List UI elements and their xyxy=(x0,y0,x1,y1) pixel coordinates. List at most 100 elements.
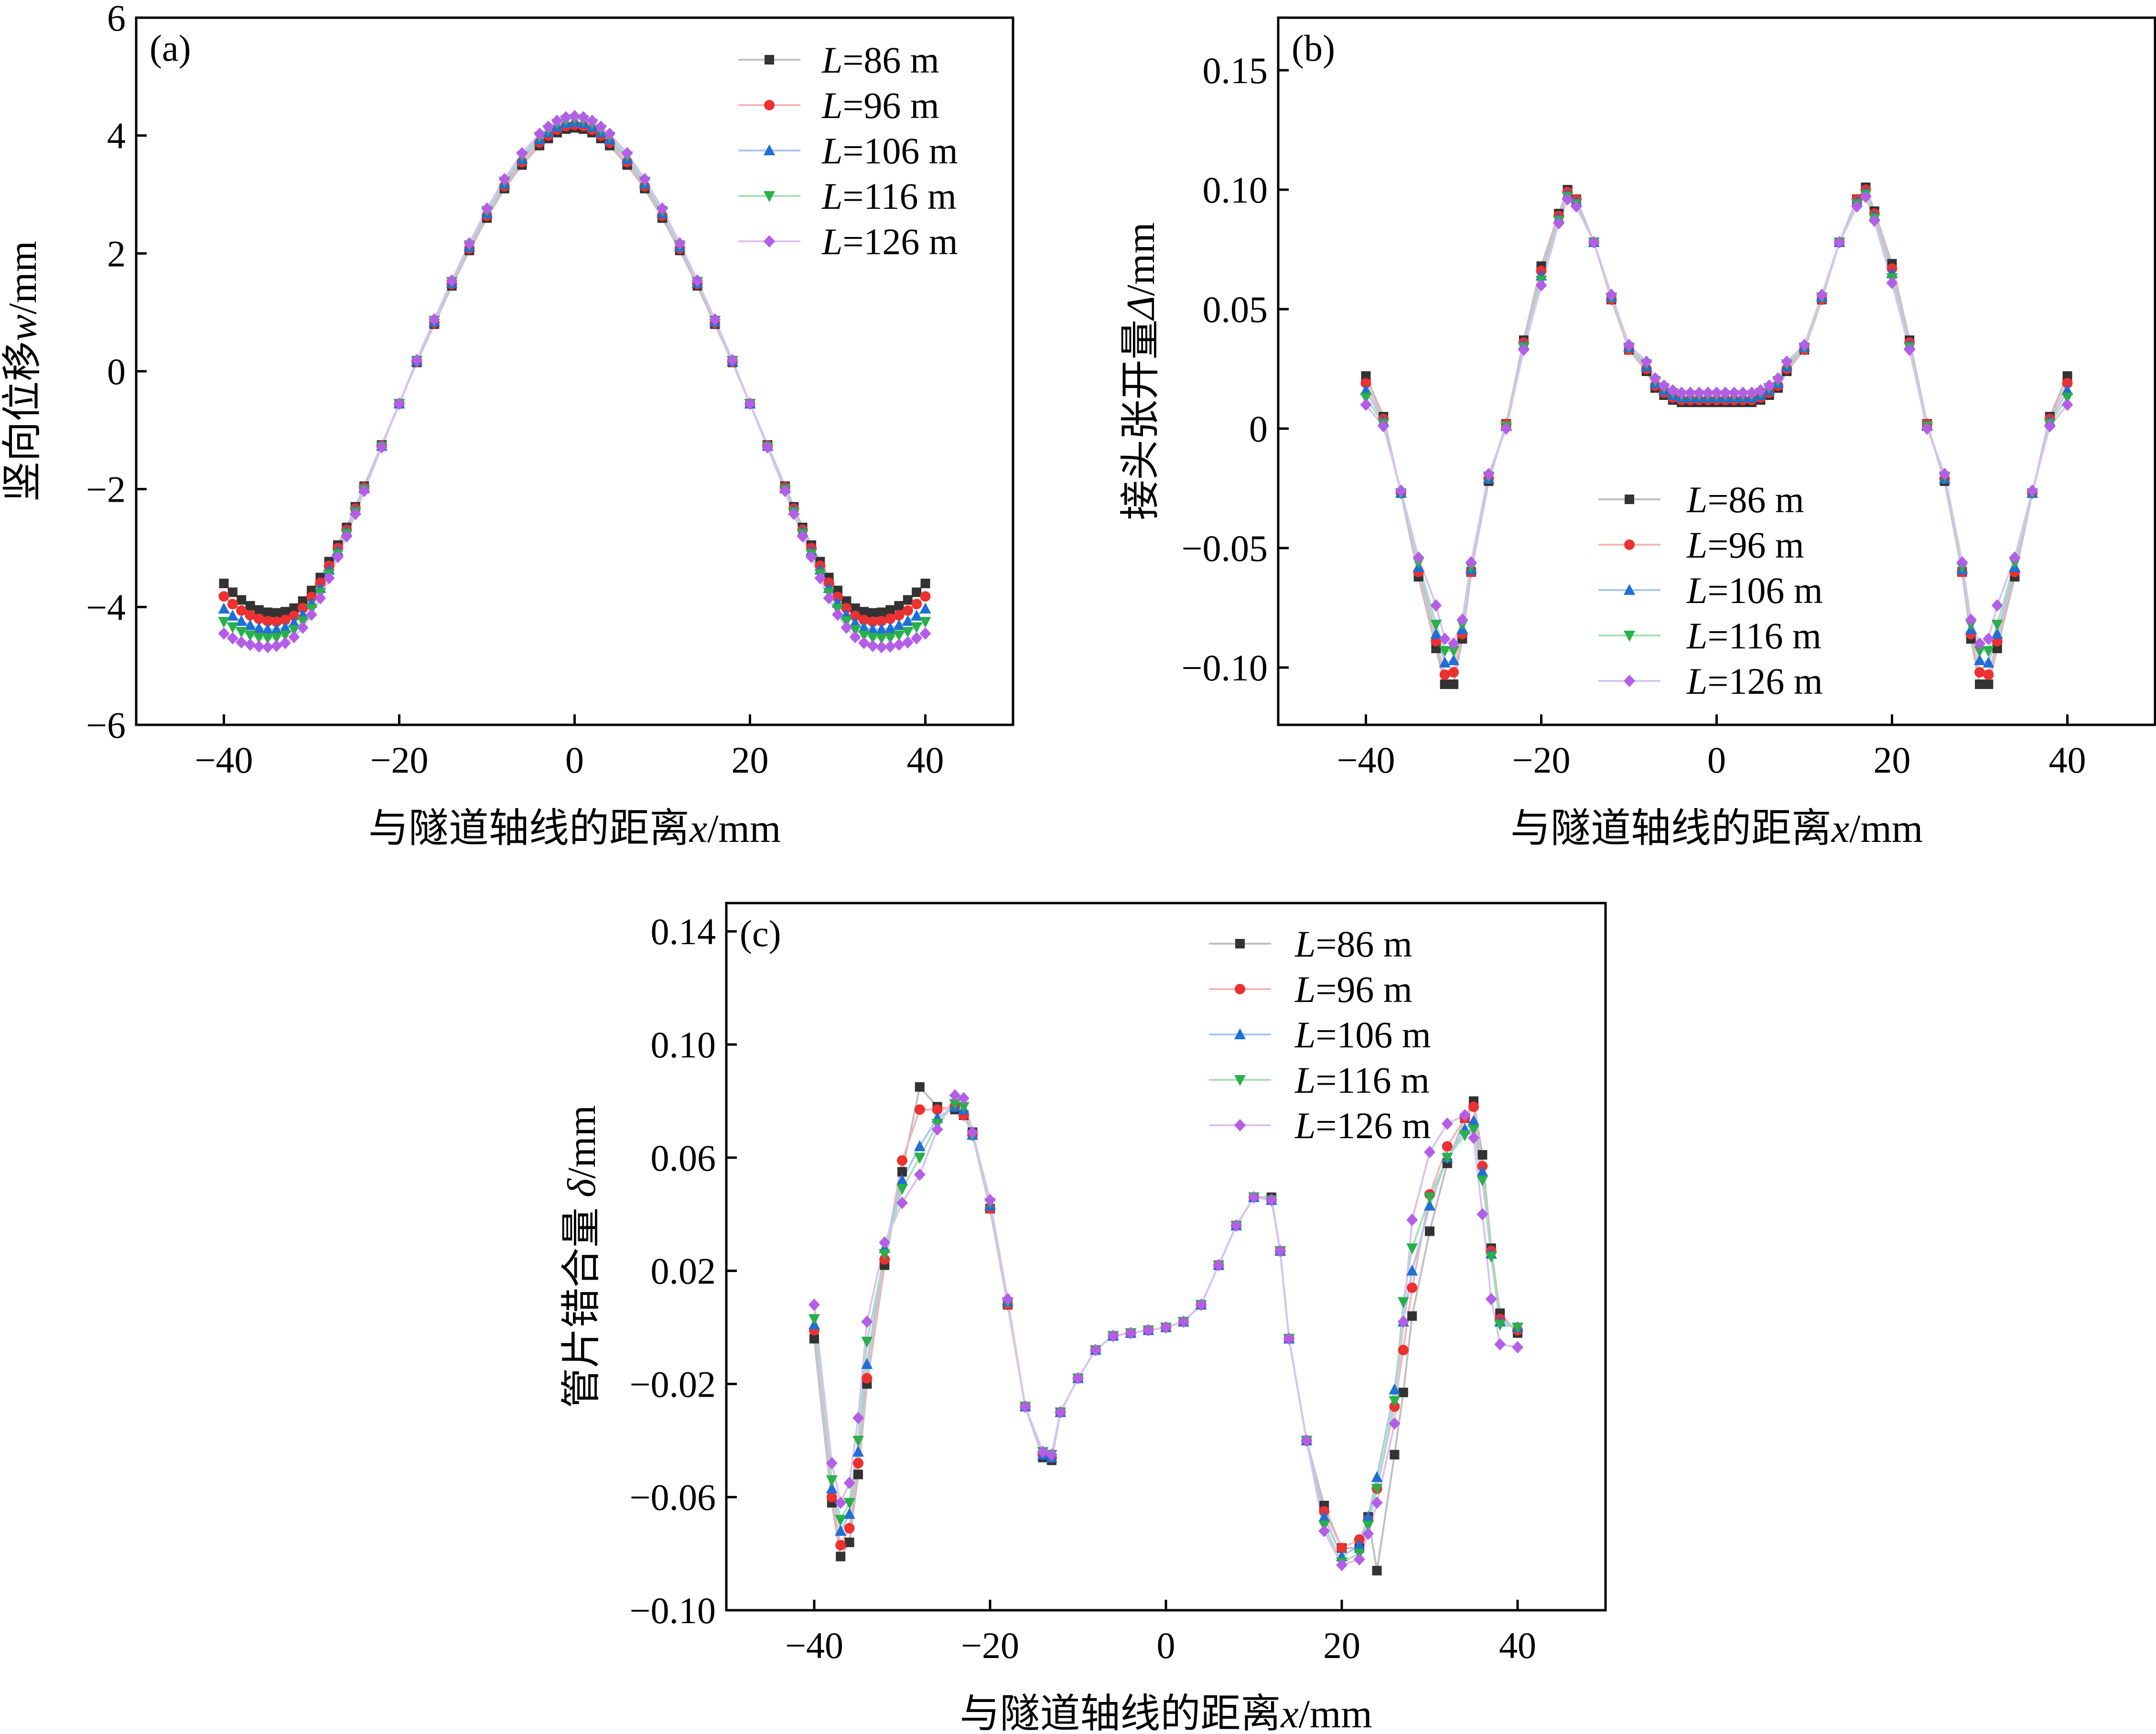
series-line-2 xyxy=(223,121,926,631)
data-point xyxy=(481,202,493,215)
data-point xyxy=(349,507,361,520)
data-point xyxy=(826,1492,837,1503)
chart-panel-0: −40 −20 0 20 40−6−4−20246(a)与隧道轴线的距离x/mm竖向位移… xyxy=(0,0,1014,851)
y-tick-label: 0 xyxy=(1249,408,1268,450)
data-point xyxy=(1468,1124,1479,1136)
data-point xyxy=(1477,1165,1488,1177)
y-tick-label: −0.05 xyxy=(1182,528,1268,569)
legend: L=86 mL=96 mL=106 mL=116 mL=126 m xyxy=(1209,923,1431,1146)
data-point xyxy=(1337,1542,1347,1553)
data-point xyxy=(919,603,931,614)
data-point xyxy=(1389,1417,1401,1430)
data-point xyxy=(1424,1199,1435,1211)
data-point xyxy=(595,120,607,133)
legend-label: L=86 m xyxy=(1294,923,1412,965)
data-point xyxy=(1055,1406,1067,1419)
data-point xyxy=(1991,620,2003,631)
data-point xyxy=(411,354,423,366)
data-point xyxy=(1992,644,2002,653)
data-point xyxy=(236,636,248,649)
data-point xyxy=(279,636,291,649)
data-point xyxy=(263,607,273,617)
data-point xyxy=(516,147,528,160)
data-point xyxy=(879,1249,891,1260)
data-point xyxy=(464,237,475,250)
data-point xyxy=(218,591,229,602)
data-point xyxy=(1833,236,1845,248)
data-point xyxy=(2062,378,2073,388)
data-point xyxy=(1991,599,2003,612)
data-point xyxy=(836,1551,846,1562)
data-point xyxy=(911,632,923,645)
data-point xyxy=(1693,387,1705,399)
data-point xyxy=(788,507,800,520)
data-point xyxy=(867,639,879,652)
data-point xyxy=(551,114,563,127)
data-point xyxy=(885,605,895,615)
data-point xyxy=(841,603,852,614)
data-point xyxy=(1360,378,1371,388)
data-point xyxy=(912,587,922,597)
data-point xyxy=(1684,387,1696,399)
data-point xyxy=(270,633,282,644)
data-point xyxy=(1868,215,1880,227)
data-point xyxy=(1389,1396,1401,1407)
data-point xyxy=(1072,1372,1084,1385)
data-point xyxy=(809,1334,819,1344)
data-point xyxy=(826,1482,838,1494)
data-point xyxy=(280,607,290,617)
data-point xyxy=(835,1525,847,1536)
legend-marker xyxy=(1624,584,1635,595)
data-point xyxy=(1702,387,1714,399)
data-point xyxy=(262,633,274,645)
x-axis-title: 与隧道轴线的距离x/mm xyxy=(368,807,781,851)
data-point xyxy=(1318,1510,1330,1522)
data-point xyxy=(226,609,238,621)
data-point xyxy=(823,592,835,604)
data-point xyxy=(1975,679,1984,689)
data-point xyxy=(1360,398,1372,411)
data-point xyxy=(897,1155,907,1166)
data-point xyxy=(1956,556,1968,569)
data-point xyxy=(1430,599,1442,612)
x-tick-label: 0 xyxy=(565,739,584,781)
data-point xyxy=(884,622,896,633)
data-point xyxy=(1553,217,1565,229)
legend-marker xyxy=(1234,1028,1246,1039)
y-tick-label: −0.02 xyxy=(630,1363,716,1405)
data-point xyxy=(289,610,300,621)
data-point xyxy=(1468,1131,1479,1144)
data-point xyxy=(1904,344,1916,356)
data-point xyxy=(236,605,247,616)
data-point xyxy=(428,313,440,326)
data-point xyxy=(914,1152,926,1164)
legend-marker xyxy=(1625,495,1634,504)
data-point xyxy=(674,237,686,250)
data-point xyxy=(1398,1345,1409,1356)
data-point xyxy=(1711,387,1723,399)
legend-label: L=96 m xyxy=(821,85,939,126)
y-tick-label: −0.10 xyxy=(630,1590,716,1631)
data-point xyxy=(1991,628,2003,639)
legend-marker xyxy=(764,235,775,248)
data-point xyxy=(1535,279,1547,291)
data-point xyxy=(253,633,265,644)
data-point xyxy=(797,530,808,543)
data-point xyxy=(835,1497,847,1509)
x-tick-label: −20 xyxy=(370,739,429,781)
data-point xyxy=(1360,384,1372,395)
data-point xyxy=(560,111,572,124)
y-tick-label: −4 xyxy=(86,586,126,628)
data-point xyxy=(376,441,388,454)
data-point xyxy=(1046,1448,1057,1461)
y-tick-label: 6 xyxy=(107,0,126,39)
data-point xyxy=(867,616,878,627)
data-point xyxy=(1448,667,1459,678)
data-point xyxy=(1984,679,1994,689)
data-point xyxy=(1424,1145,1435,1158)
data-point xyxy=(850,610,861,621)
y-tick-label: 4 xyxy=(107,115,126,157)
data-point xyxy=(1485,1292,1497,1305)
x-tick-label: −20 xyxy=(1512,739,1571,781)
data-point xyxy=(897,1167,907,1177)
